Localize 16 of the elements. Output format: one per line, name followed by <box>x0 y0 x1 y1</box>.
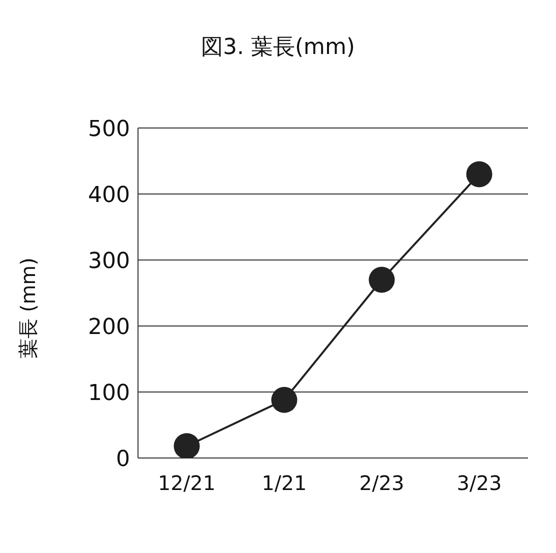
y-tick-label: 0 <box>116 446 130 472</box>
point <box>174 433 200 458</box>
y-tick-label: 200 <box>88 314 130 340</box>
point <box>271 386 298 413</box>
y-axis-title: 葉長 (mm) <box>14 258 41 358</box>
x-tick-label: 3/23 <box>456 471 502 496</box>
y-tick-label: 500 <box>88 116 130 142</box>
x-tick-label: 1/21 <box>262 471 307 496</box>
y-tick-label: 100 <box>88 380 130 406</box>
y-tick-label: 400 <box>88 182 130 208</box>
x-tick-label: 2/23 <box>359 471 404 496</box>
chart-title: 図3. 葉長(mm) <box>200 34 356 62</box>
point <box>368 266 395 293</box>
x-tick-label: 12/21 <box>158 471 216 496</box>
point <box>466 161 492 188</box>
y-tick-label: 300 <box>88 248 130 274</box>
